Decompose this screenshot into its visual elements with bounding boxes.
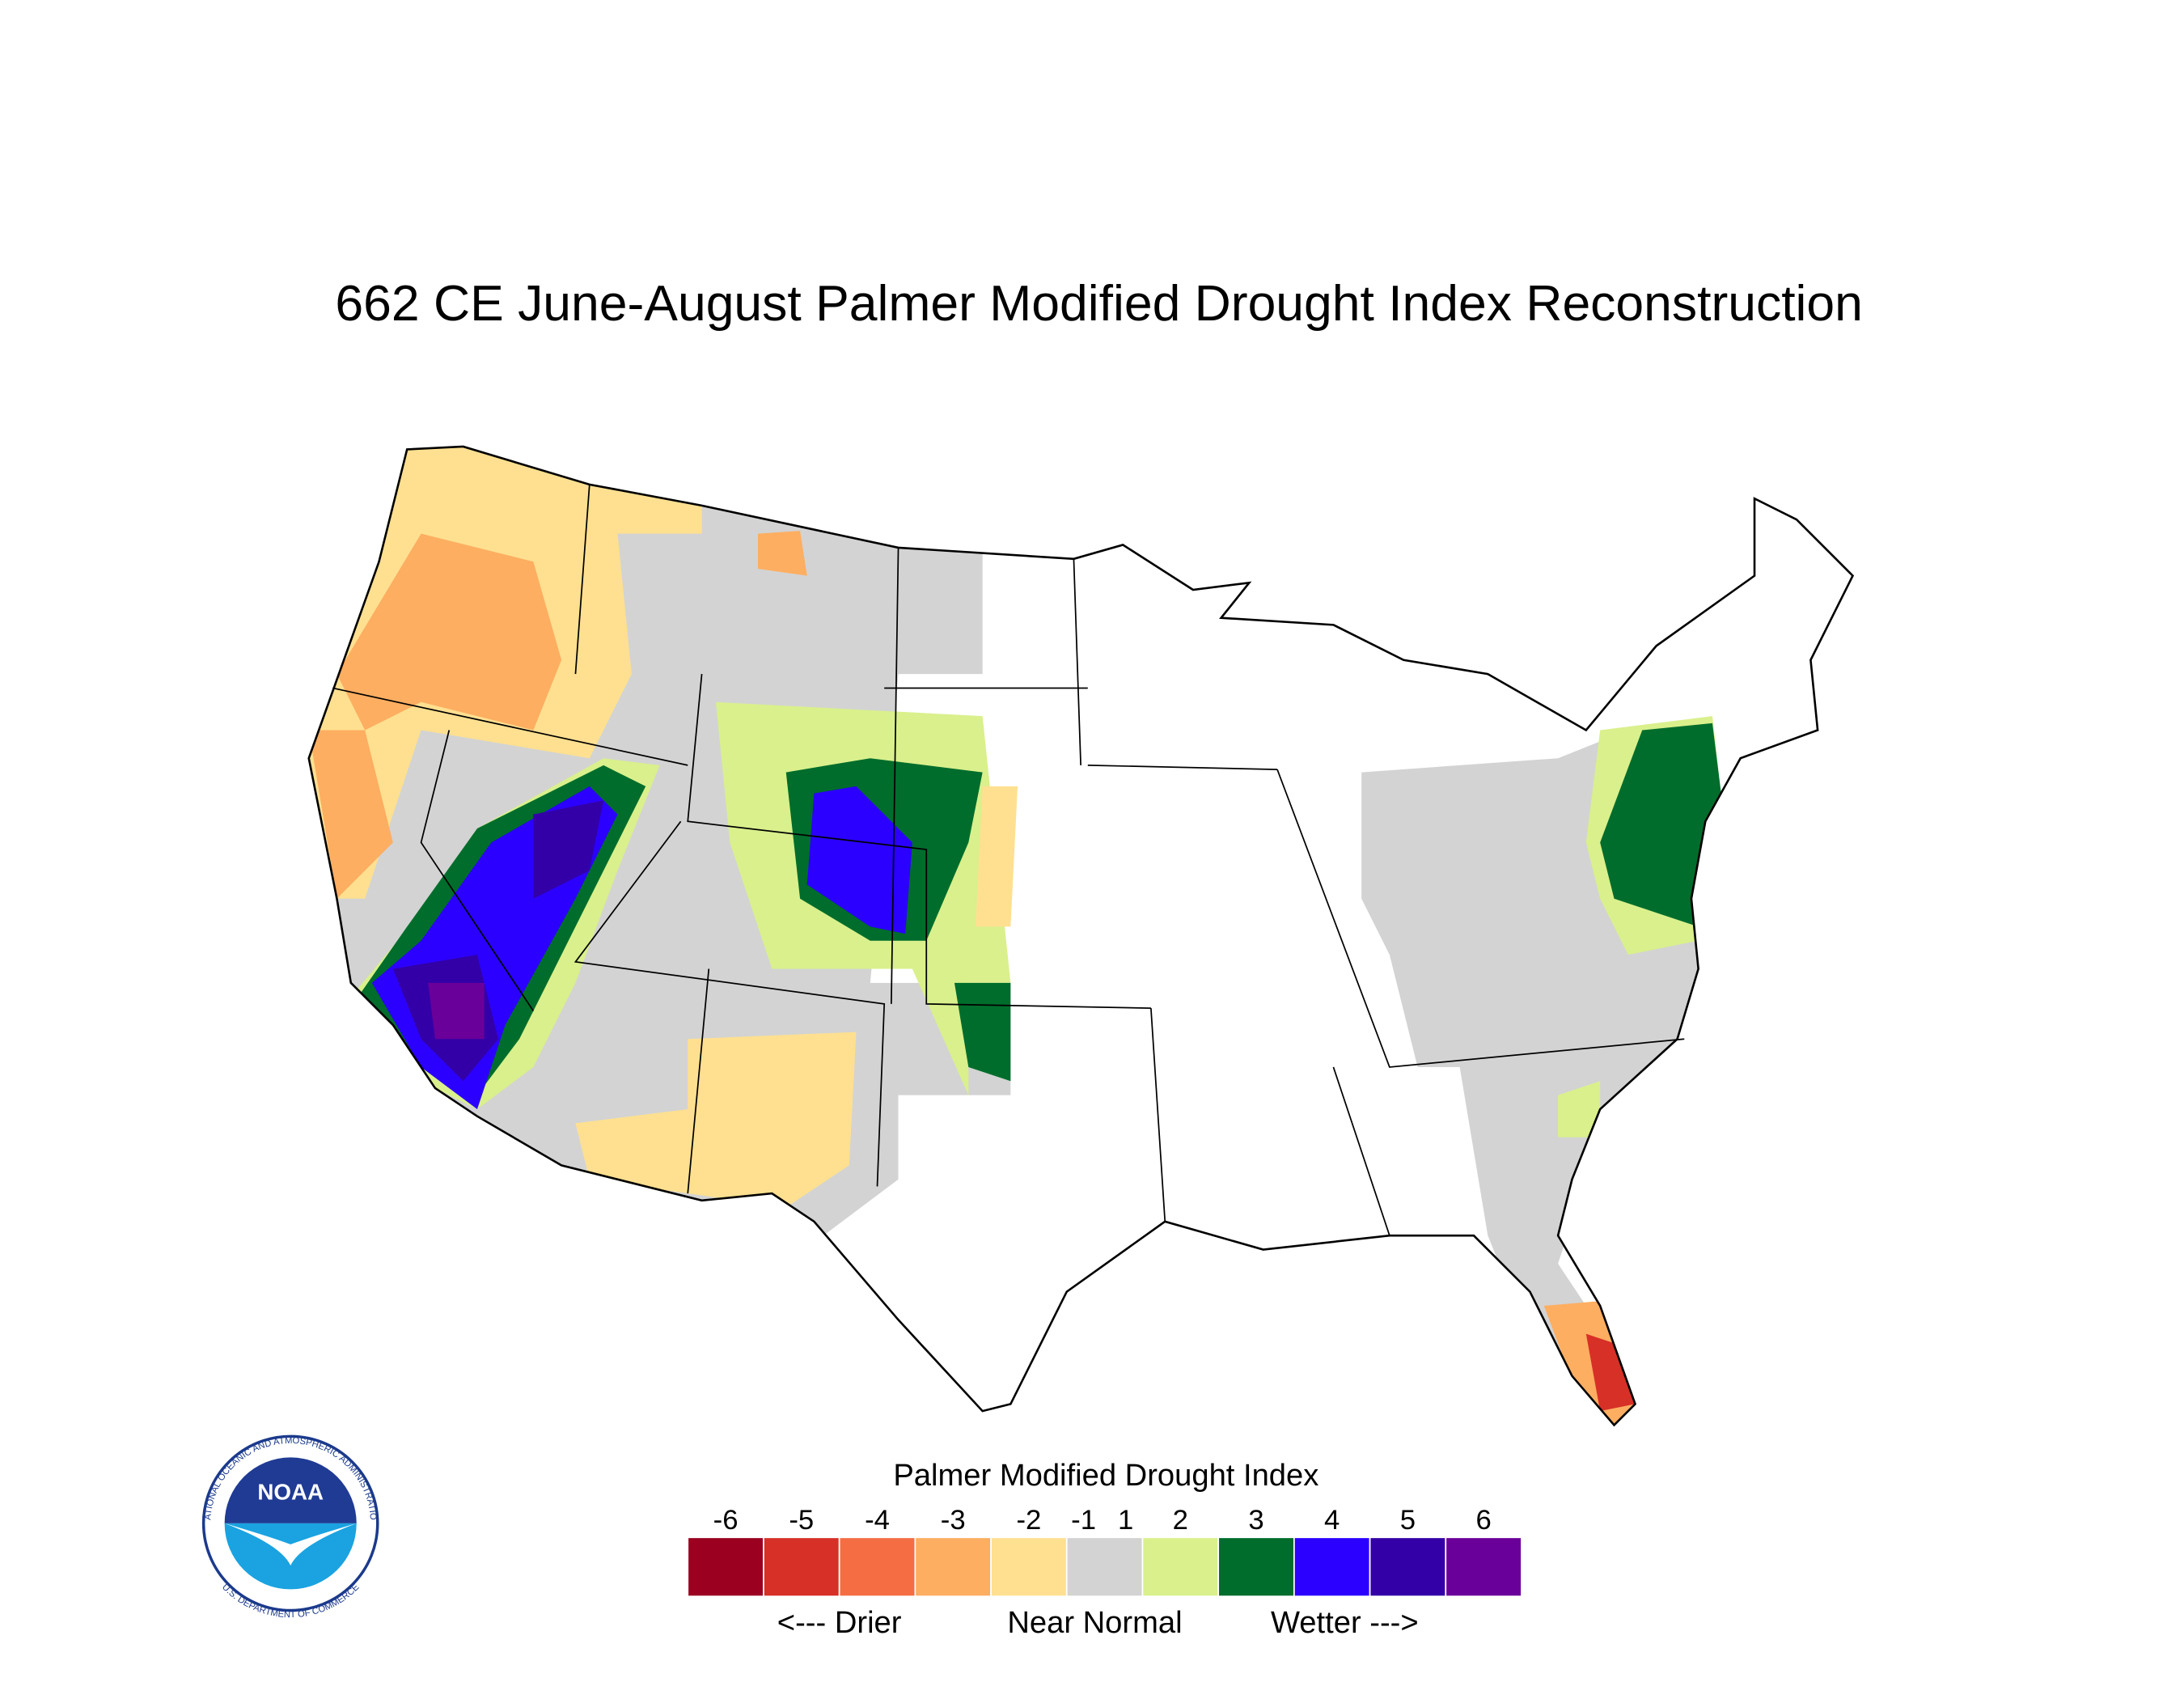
region bbox=[758, 531, 807, 576]
legend-tick-label: -4 bbox=[865, 1505, 890, 1536]
region bbox=[575, 1032, 857, 1208]
legend-tick-label: 4 bbox=[1324, 1505, 1340, 1536]
region bbox=[1558, 1081, 1601, 1138]
legend-swatch bbox=[1293, 1536, 1371, 1598]
legend: -6 -5 -4 -3 -2 -1 1 2 3 4 5 6 <--- Drier Near Normal W… bbox=[687, 1505, 1522, 1640]
legend-swatch bbox=[914, 1536, 992, 1598]
logo-bird bbox=[224, 1523, 357, 1566]
us-outline bbox=[307, 445, 1855, 1427]
legend-descriptor: <--- Drier bbox=[777, 1605, 902, 1640]
legend-swatch bbox=[763, 1536, 840, 1598]
legend-tick-label: -6 bbox=[713, 1505, 739, 1536]
legend-tick-label: -5 bbox=[789, 1505, 814, 1536]
legend-swatch bbox=[1369, 1536, 1447, 1598]
legend-swatch bbox=[1065, 1536, 1144, 1598]
region bbox=[533, 800, 604, 899]
legend-descriptor: Near Normal bbox=[1007, 1605, 1182, 1640]
legend-tick-label: -2 bbox=[1016, 1505, 1041, 1536]
logo-name: NOAA bbox=[257, 1479, 324, 1504]
legend-swatch bbox=[838, 1536, 916, 1598]
legend-swatch bbox=[687, 1536, 764, 1598]
map bbox=[307, 445, 1855, 1427]
legend-swatch bbox=[1217, 1536, 1295, 1598]
shading bbox=[308, 446, 1727, 1426]
legend-tick-label: 1 bbox=[1118, 1505, 1133, 1536]
region bbox=[308, 730, 393, 899]
logo-top bbox=[224, 1457, 357, 1523]
legend-tick-label: 2 bbox=[1173, 1505, 1188, 1536]
region bbox=[975, 786, 1018, 927]
legend-tick-label: 3 bbox=[1248, 1505, 1263, 1536]
legend-descriptor: Wetter ---> bbox=[1271, 1605, 1419, 1640]
legend-tick-label: -3 bbox=[941, 1505, 966, 1536]
legend-swatch bbox=[990, 1536, 1068, 1598]
title: 662 CE June-August Palmer Modified Droug… bbox=[335, 275, 1862, 332]
legend-swatch bbox=[1445, 1536, 1522, 1598]
legend-tick-label: 6 bbox=[1475, 1505, 1491, 1536]
region bbox=[428, 982, 485, 1040]
region bbox=[806, 786, 912, 934]
legend-tick-label: 5 bbox=[1400, 1505, 1416, 1536]
legend-title: Palmer Modified Drought Index bbox=[893, 1458, 1318, 1493]
legend-swatch bbox=[1141, 1536, 1220, 1598]
legend-tick-label: -1 bbox=[1071, 1505, 1096, 1536]
state-borders bbox=[332, 484, 1685, 1236]
region bbox=[336, 533, 562, 731]
region bbox=[954, 982, 1011, 1082]
